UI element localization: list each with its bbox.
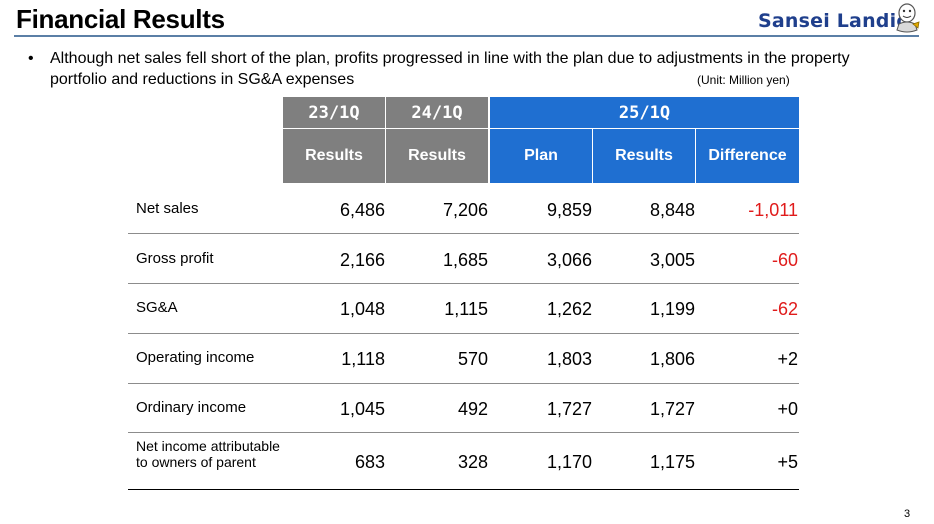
cell-sga-25: 1,199 — [649, 299, 695, 319]
header-sub-results-23: Results — [283, 129, 385, 183]
cell-sga-diff: -62 — [771, 299, 798, 319]
title-underline — [14, 35, 919, 37]
cell-sga-plan: 1,262 — [546, 299, 592, 319]
mascot-icon — [896, 3, 920, 33]
cell-ordinary-income-diff: +0 — [777, 399, 798, 419]
company-logo: Sansei Landic — [758, 10, 908, 32]
row-divider — [128, 333, 799, 334]
header-sub-plan: Plan — [490, 129, 592, 183]
cell-net-income-diff: +5 — [777, 452, 798, 472]
cell-sga-23: 1,048 — [339, 299, 385, 319]
cell-net-sales-25: 8,848 — [649, 200, 695, 220]
header-sub-results-25: Results — [593, 129, 695, 183]
page-number: 3 — [904, 508, 911, 520]
row-divider — [128, 233, 799, 234]
header-period-24-1q: 24/1Q — [386, 97, 488, 128]
unit-note: (Unit: Million yen) — [697, 73, 790, 87]
row-label-net-sales: Net sales — [136, 200, 199, 217]
row-label-sga: SG&A — [136, 299, 178, 316]
table-bottom-rule — [128, 489, 799, 490]
cell-sga-24: 1,115 — [444, 299, 488, 319]
cell-gross-profit-plan: 3,066 — [546, 250, 592, 270]
cell-operating-income-25: 1,806 — [649, 349, 695, 369]
row-label-net-income: Net income attributable to owners of par… — [136, 438, 280, 470]
cell-gross-profit-diff: -60 — [771, 250, 798, 270]
row-label-operating-income: Operating income — [136, 349, 255, 366]
row-divider — [128, 432, 799, 433]
page-title: Financial Results — [16, 4, 225, 34]
row-label-gross-profit: Gross profit — [136, 250, 214, 267]
row-label-ordinary-income: Ordinary income — [136, 399, 247, 416]
cell-net-sales-plan: 9,859 — [546, 200, 592, 220]
cell-ordinary-income-24: 492 — [457, 399, 488, 419]
cell-operating-income-plan: 1,803 — [546, 349, 592, 369]
cell-net-sales-24: 7,206 — [442, 200, 488, 220]
bullet-text: Although net sales fell short of the pla… — [50, 50, 850, 88]
header-period-25-1q: 25/1Q — [490, 97, 799, 128]
bullet-marker: • — [28, 50, 34, 67]
cell-net-income-23: 683 — [354, 452, 385, 472]
cell-gross-profit-24: 1,685 — [442, 250, 488, 270]
cell-operating-income-diff: +2 — [777, 349, 798, 369]
cell-net-income-24: 328 — [457, 452, 488, 472]
row-divider — [128, 383, 799, 384]
cell-net-income-25: 1,175 — [649, 452, 695, 472]
cell-operating-income-23: 1,118 — [341, 349, 385, 369]
header-sub-difference: Difference — [696, 129, 799, 183]
cell-net-sales-diff: -1,011 — [748, 200, 798, 220]
cell-operating-income-24: 570 — [457, 349, 488, 369]
cell-net-sales-23: 6,486 — [339, 200, 385, 220]
cell-gross-profit-25: 3,005 — [649, 250, 695, 270]
cell-ordinary-income-plan: 1,727 — [546, 399, 592, 419]
cell-gross-profit-23: 2,166 — [339, 250, 385, 270]
header-sub-results-24: Results — [386, 129, 488, 183]
row-divider — [128, 283, 799, 284]
cell-ordinary-income-23: 1,045 — [339, 399, 385, 419]
header-period-23-1q: 23/1Q — [283, 97, 385, 128]
cell-ordinary-income-25: 1,727 — [649, 399, 695, 419]
cell-net-income-plan: 1,170 — [546, 452, 592, 472]
